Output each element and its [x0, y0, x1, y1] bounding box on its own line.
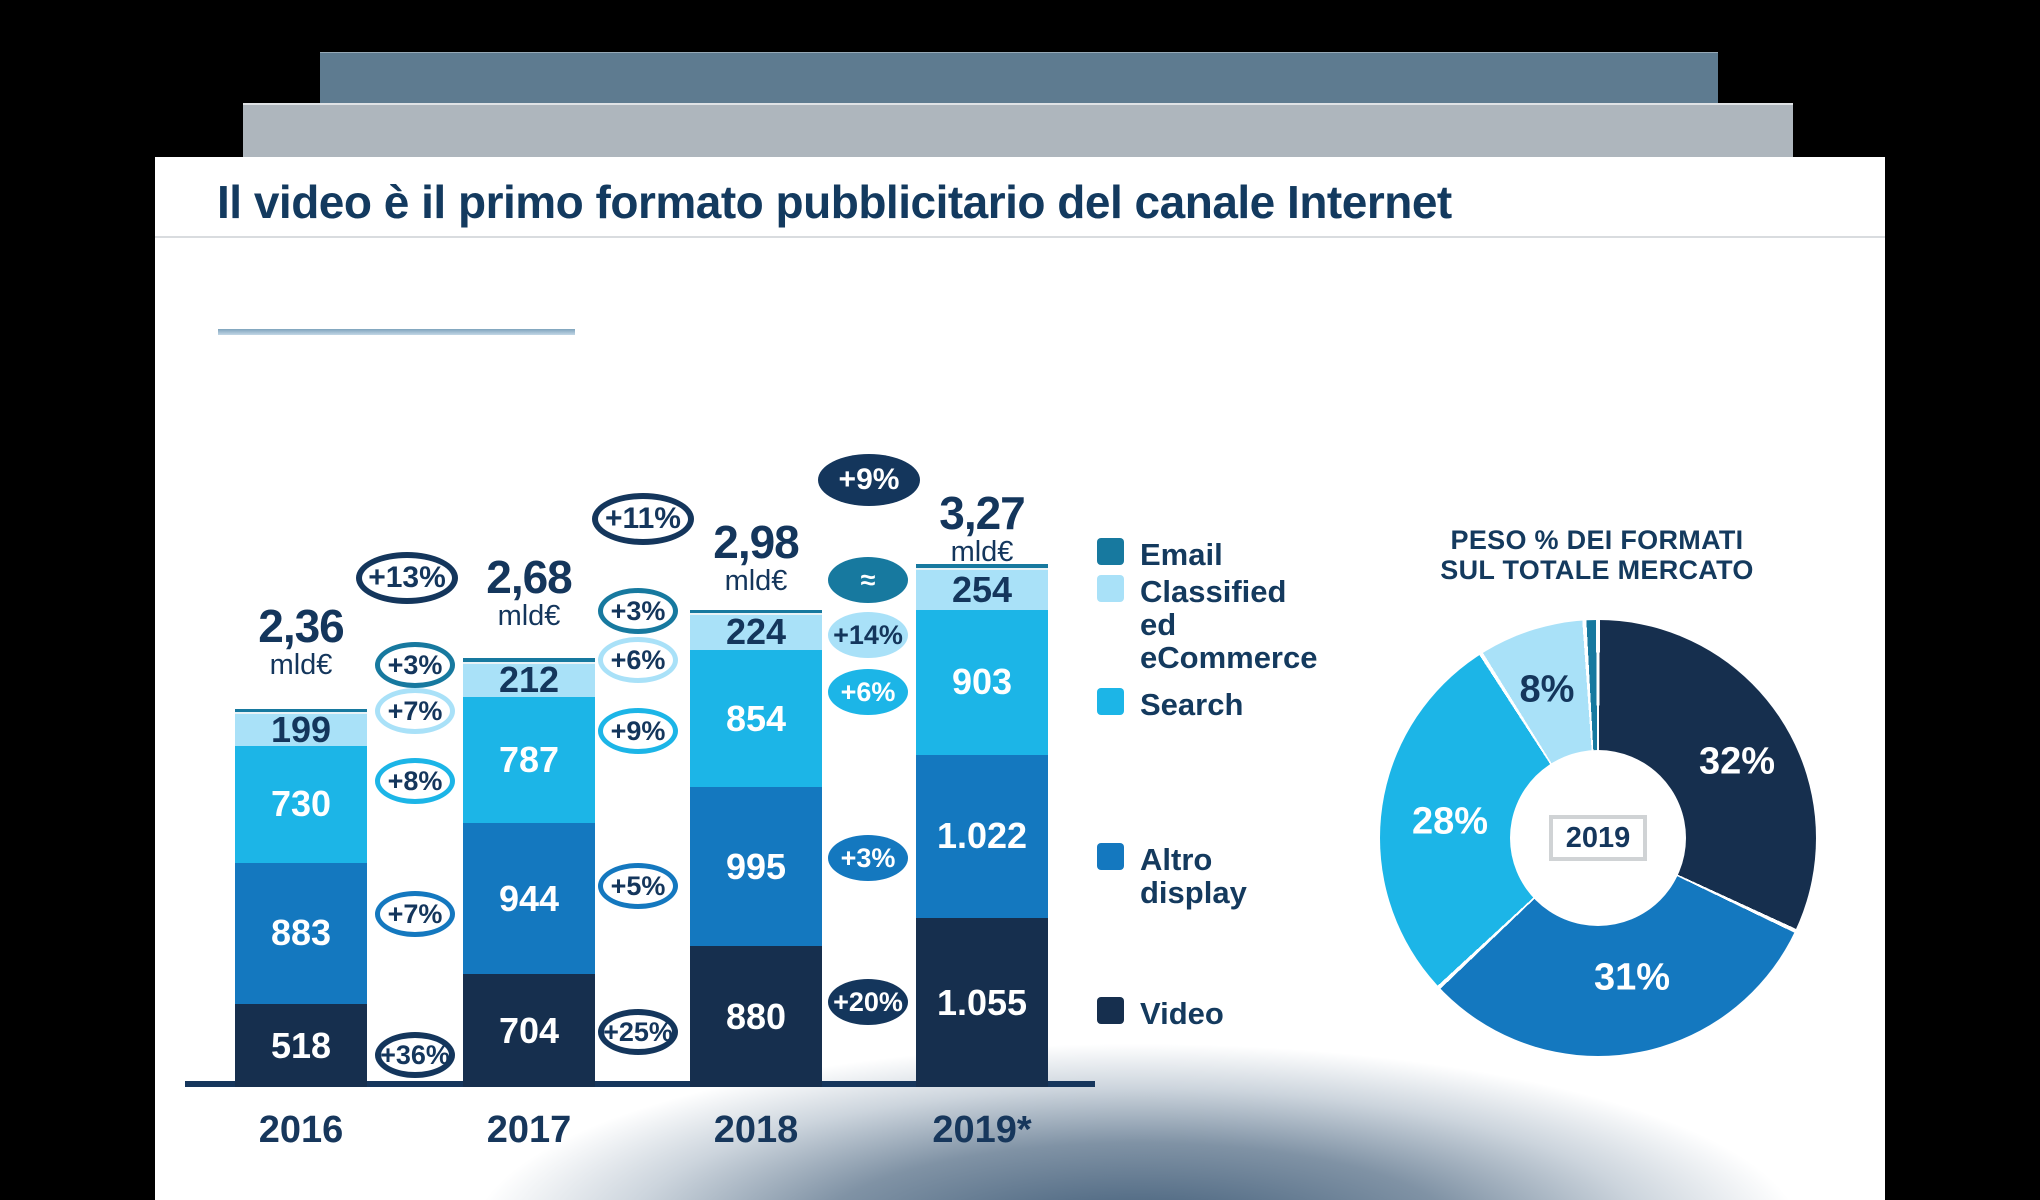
bar-segment-value: 944	[498, 877, 560, 919]
page-title: Il video è il primo formato pubblicitari…	[217, 176, 1452, 228]
bar-segment-classified: 199	[235, 709, 367, 750]
donut-label-search: 28%	[1411, 800, 1489, 843]
bar-segment-search: 787	[463, 697, 595, 824]
bar-segment-value: 1.055	[936, 981, 1028, 1023]
bar-segment-email	[463, 658, 595, 664]
bar-segment-search: 730	[235, 746, 367, 863]
altro-display-swatch-icon	[1097, 843, 1124, 870]
bar-segment-altro: 995	[690, 787, 822, 947]
growth-badge-video-2017: +36%	[375, 1032, 455, 1078]
growth-badge-altro-2018: +5%	[598, 863, 678, 909]
total-2018: 2,98 mld€	[713, 516, 800, 597]
donut-center-year: 2019	[1549, 815, 1647, 861]
stacked-bar-2019: 254 903 1.022 1.055	[916, 563, 1048, 1087]
title-accent-underline	[218, 329, 575, 335]
bar-segment-value: 212	[498, 659, 560, 701]
total-2016: 2,36 mld€	[258, 600, 345, 681]
growth-badge-email-2018: +3%	[598, 588, 678, 634]
donut-label-altro: 31%	[1593, 956, 1671, 999]
donut-label-classified: 8%	[1519, 668, 1575, 711]
growth-badge-email-2017: +3%	[375, 642, 455, 688]
growth-badge-classified-2018: +6%	[598, 637, 678, 683]
bar-segment-email	[916, 563, 1048, 570]
bar-segment-value: 199	[270, 709, 332, 751]
bar-segment-value: 903	[951, 661, 1013, 703]
growth-badge-classified-2017: +7%	[375, 688, 455, 734]
bar-segment-video: 704	[463, 974, 595, 1087]
bar-segment-value: 254	[951, 568, 1013, 610]
bar-segment-value: 883	[270, 912, 332, 954]
growth-badge-total-2019: +9%	[818, 454, 920, 506]
bar-segment-classified: 224	[690, 611, 822, 652]
window-bar-middle	[243, 103, 1793, 161]
growth-badge-search-2019: +6%	[828, 669, 908, 715]
classified-swatch-icon	[1097, 575, 1124, 602]
bar-segment-value: 1.022	[936, 815, 1028, 857]
year-2019: 2019*	[932, 1109, 1032, 1151]
bar-segment-altro: 1.022	[916, 754, 1048, 919]
donut-title: PESO % DEI FORMATI SUL TOTALE MERCATO	[1440, 525, 1754, 585]
bar-segment-classified: 212	[463, 659, 595, 700]
stacked-bar-2018: 224 854 995 880	[690, 610, 822, 1087]
search-swatch-icon	[1097, 688, 1124, 715]
bar-segment-value: 854	[725, 697, 787, 739]
window-bar-back	[320, 52, 1718, 107]
bar-segment-email	[235, 709, 367, 715]
bar-segment-video: 1.055	[916, 918, 1048, 1087]
video-swatch-icon	[1097, 997, 1124, 1024]
stacked-bar-2017: 212 787 944 704	[463, 658, 595, 1087]
bar-segment-classified: 254	[916, 568, 1048, 611]
x-axis-line	[185, 1081, 1095, 1087]
bar-segment-value: 880	[725, 995, 787, 1037]
growth-badge-search-2018: +9%	[598, 708, 678, 754]
bar-segment-value: 518	[270, 1024, 332, 1066]
legend-item-altro-display: Altro display	[1097, 843, 1320, 909]
year-2017: 2017	[486, 1109, 572, 1151]
bar-segment-altro: 883	[235, 862, 367, 1005]
donut-label-video: 32%	[1698, 740, 1776, 783]
growth-badge-total-2017: +13%	[356, 552, 458, 604]
growth-badge-classified-2019: +14%	[828, 612, 908, 658]
bar-segment-value: 730	[270, 783, 332, 825]
bar-segment-value: 995	[725, 845, 787, 887]
slide-card: Il video è il primo formato pubblicitari…	[155, 157, 1885, 1200]
bar-segment-altro: 944	[463, 823, 595, 975]
total-2019: 3,27 mld€	[939, 487, 1026, 568]
growth-badge-total-2018: +11%	[592, 493, 694, 545]
growth-badge-email-2019: ≈	[828, 557, 908, 603]
bar-segment-email	[690, 610, 822, 615]
bar-segment-video: 880	[690, 946, 822, 1087]
legend-item-classified: Classified ed eCommerce	[1097, 575, 1320, 674]
growth-badge-video-2019: +20%	[828, 979, 908, 1025]
growth-badge-search-2017: +8%	[375, 758, 455, 804]
legend-item-video: Video	[1097, 997, 1224, 1030]
title-divider-line	[155, 236, 1885, 238]
stacked-bar-2016: 199 730 883 518	[235, 709, 367, 1087]
year-2018: 2018	[713, 1109, 799, 1151]
bar-segment-search: 903	[916, 610, 1048, 755]
total-2017: 2,68 mld€	[486, 551, 573, 632]
donut-chart: 2019 32% 31% 28% 8%	[1380, 620, 1816, 1056]
bar-segment-video: 518	[235, 1004, 367, 1087]
legend-item-email: Email	[1097, 538, 1223, 571]
growth-badge-video-2018: +25%	[598, 1009, 678, 1055]
year-2016: 2016	[258, 1109, 344, 1151]
bar-segment-search: 854	[690, 650, 822, 788]
legend-item-search: Search	[1097, 688, 1243, 721]
growth-badge-altro-2019: +3%	[828, 835, 908, 881]
email-swatch-icon	[1097, 538, 1124, 565]
bar-segment-value: 704	[498, 1009, 560, 1051]
bar-segment-value: 224	[725, 611, 787, 653]
bar-segment-value: 787	[498, 739, 560, 781]
growth-badge-altro-2017: +7%	[375, 891, 455, 937]
